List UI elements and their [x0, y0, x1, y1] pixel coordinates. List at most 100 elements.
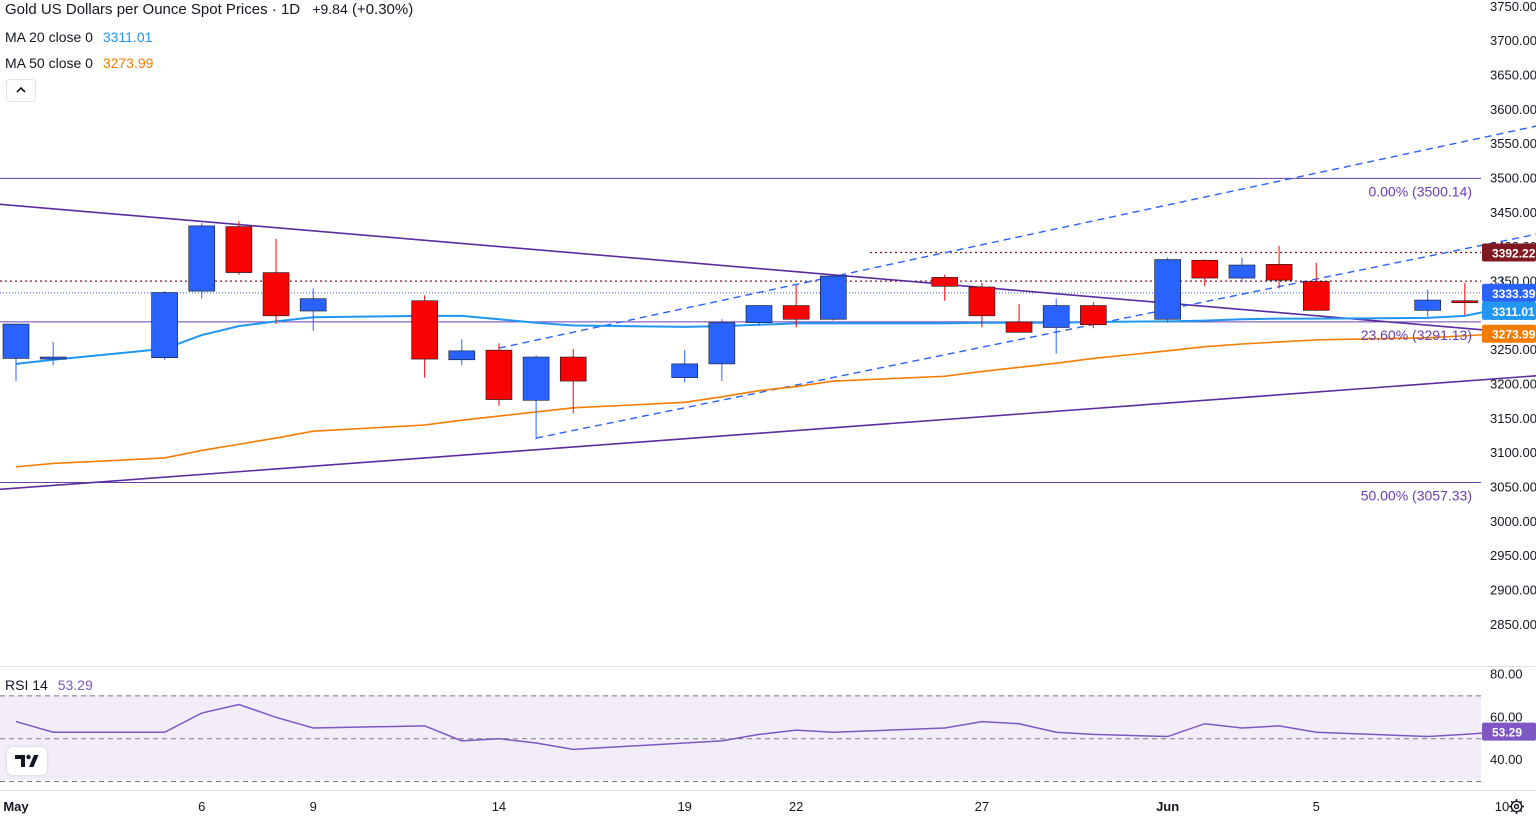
candle-3 — [188, 223, 216, 299]
chevron-up-icon — [16, 86, 26, 93]
candle-body — [931, 277, 959, 287]
candle-5 — [262, 238, 290, 325]
candle-10 — [522, 355, 550, 440]
collapse-legend-button[interactable] — [6, 79, 36, 102]
ma20-legend[interactable]: MA 20 close 0 3311.01 — [5, 29, 152, 45]
candle-body — [1042, 305, 1070, 328]
candle-0 — [2, 323, 30, 382]
candle-1 — [39, 341, 67, 366]
date-tick-6: 27 — [975, 799, 989, 814]
candle-body — [782, 305, 810, 320]
price-tick-14: 3550.00 — [1490, 136, 1536, 151]
candle-body — [151, 292, 178, 359]
gear-icon[interactable] — [1508, 798, 1525, 815]
ma50-legend[interactable]: MA 50 close 0 3273.99 — [5, 55, 153, 71]
candle-21 — [1080, 302, 1107, 329]
rsi-value: 53.29 — [57, 677, 93, 693]
candle-body — [39, 356, 67, 360]
rsi-tick-1: 60.00 — [1490, 709, 1523, 724]
candle-body — [1265, 264, 1293, 281]
change-percent: (+0.30%) — [351, 1, 414, 18]
tradingview-logo-icon — [15, 754, 39, 767]
candle-2 — [151, 291, 178, 360]
price-tick-8: 3250.00 — [1490, 342, 1536, 357]
candle-18 — [968, 282, 996, 328]
price-label-bg-1 — [1482, 283, 1536, 302]
date-tick-3: 14 — [492, 799, 506, 814]
candle-body — [671, 363, 699, 378]
candle-body — [299, 298, 327, 312]
candle-body — [1228, 264, 1256, 279]
price-tick-6: 3150.00 — [1490, 411, 1536, 426]
candle-body — [2, 323, 30, 359]
candle-25 — [1265, 245, 1293, 289]
price-tick-17: 3700.00 — [1490, 33, 1536, 48]
candle-body — [819, 275, 847, 320]
chart-title-row: Gold US Dollars per Ounce Spot Prices · … — [5, 1, 414, 18]
price-label-1: 3333.39 — [1492, 287, 1536, 301]
candle-8 — [448, 339, 476, 366]
ma50-value: 3273.99 — [102, 55, 154, 71]
price-label-2: 3311.01 — [1492, 305, 1535, 319]
rsi-label: RSI 14 — [5, 677, 48, 693]
date-tick-1: 6 — [198, 799, 205, 814]
candle-9 — [485, 343, 513, 406]
channel-upper-line — [498, 125, 1536, 349]
candle-20 — [1042, 298, 1070, 354]
fib-label-0: 0.00% (3500.14) — [1368, 183, 1472, 199]
candle-6 — [299, 288, 327, 331]
candle-body — [1414, 299, 1441, 311]
candle-body — [1191, 259, 1219, 279]
candle-body — [708, 322, 736, 365]
candle-12 — [671, 350, 699, 383]
price-label-bg-3 — [1482, 324, 1536, 343]
tradingview-logo[interactable] — [7, 747, 47, 775]
candle-body — [1080, 305, 1107, 326]
candle-27 — [1414, 289, 1441, 317]
candle-15 — [782, 284, 810, 328]
price-tick-5: 3100.00 — [1490, 445, 1536, 460]
date-tick-2: 9 — [310, 799, 317, 814]
date-tick-5: 22 — [789, 799, 803, 814]
date-tick-9: 10 — [1495, 799, 1509, 814]
price-tick-1: 2900.00 — [1490, 582, 1536, 597]
candle-11 — [559, 348, 587, 414]
interval-label[interactable]: 1D — [280, 1, 301, 18]
price-tick-0: 2850.00 — [1490, 617, 1536, 632]
candle-body — [1154, 259, 1181, 320]
price-tick-3: 3000.00 — [1490, 514, 1536, 529]
candle-body — [1451, 300, 1479, 304]
candle-body — [485, 349, 513, 400]
candle-16 — [819, 274, 847, 321]
date-tick-4: 19 — [677, 799, 691, 814]
chart-title: Gold US Dollars per Ounce Spot Prices — [5, 1, 268, 18]
ma20-line — [15, 307, 1503, 365]
candle-19 — [1005, 304, 1033, 333]
candle-body — [411, 300, 438, 360]
rsi-price-label: 53.29 — [1492, 726, 1522, 740]
candle-28 — [1451, 282, 1479, 316]
price-tick-7: 3200.00 — [1490, 376, 1536, 391]
price-tick-4: 3050.00 — [1490, 479, 1536, 494]
price-label-bg-0 — [1482, 243, 1536, 262]
change-value: +9.84 — [312, 1, 348, 17]
price-label-0: 3392.22 — [1492, 247, 1536, 261]
rsi-tick-2: 80.00 — [1490, 667, 1523, 682]
price-tick-18: 3750.00 — [1490, 0, 1536, 14]
candle-24 — [1228, 257, 1256, 283]
price-tick-16: 3650.00 — [1490, 68, 1536, 83]
rsi-line — [15, 703, 1503, 751]
price-tick-12: 3450.00 — [1490, 205, 1536, 220]
ma50-label: MA 50 close 0 — [5, 55, 93, 71]
candle-body — [745, 305, 773, 324]
rsi-legend[interactable]: RSI 14 53.29 — [5, 677, 93, 693]
candle-13 — [708, 319, 736, 382]
candle-body — [968, 286, 996, 317]
price-tick-13: 3500.00 — [1490, 171, 1536, 186]
candle-26 — [1302, 262, 1330, 312]
rsi-tick-0: 40.00 — [1490, 752, 1523, 767]
date-tick-8: 5 — [1313, 799, 1320, 814]
ascending-trendline — [0, 374, 1536, 491]
rsi-label-bg — [1482, 722, 1536, 741]
price-tick-15: 3600.00 — [1490, 102, 1536, 117]
